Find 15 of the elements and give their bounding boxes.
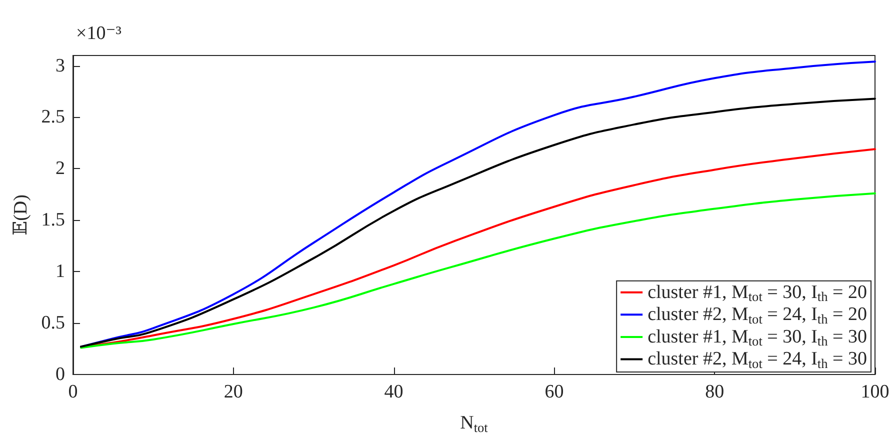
y-tick-label: 1.5 [41, 210, 65, 231]
x-tick-label: 20 [224, 381, 243, 402]
x-tick-label: 100 [860, 381, 890, 402]
y-axis-title: 𝔼(D) [10, 194, 32, 236]
y-tick-label: 0.5 [41, 312, 65, 334]
text: ×10⁻³ [76, 23, 122, 44]
x-tick-label: 80 [705, 381, 724, 402]
y-tick-label: 0 [56, 364, 65, 385]
y-tick-label: 1 [56, 261, 65, 282]
x-tick-label: 40 [384, 381, 404, 402]
x-tick-label: 60 [544, 381, 564, 402]
y-tick-label: 2.5 [41, 106, 65, 128]
y-tick-label: 2 [56, 158, 65, 180]
line-series [80, 192, 876, 349]
y-tick-label: 3 [56, 55, 65, 76]
